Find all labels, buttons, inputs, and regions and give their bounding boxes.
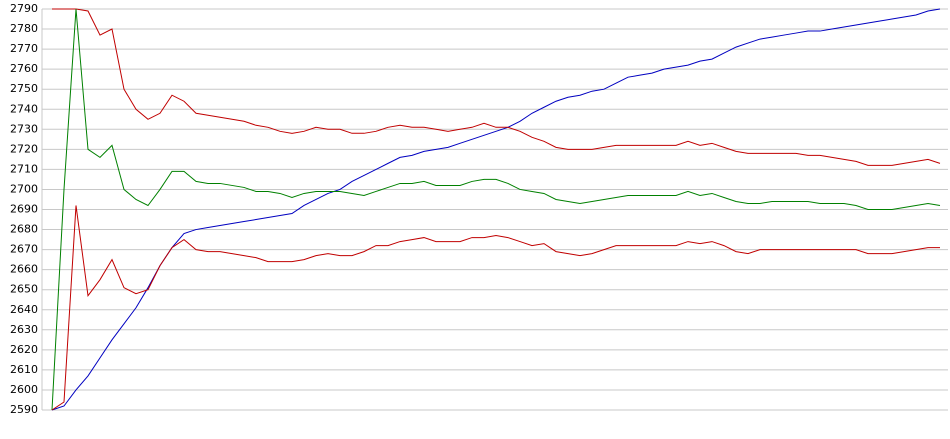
y-tick-label: 2730: [10, 122, 38, 135]
y-tick-label: 2710: [10, 162, 38, 175]
y-tick-label: 2600: [10, 383, 38, 396]
series-line: [52, 8, 941, 166]
series-line: [51, 8, 941, 411]
y-tick-label: 2780: [10, 22, 38, 35]
y-tick-label: 2770: [10, 42, 38, 55]
series-line: [51, 205, 940, 411]
y-tick-label: 2660: [10, 263, 38, 276]
y-tick-label: 2680: [10, 223, 38, 236]
y-tick-label: 2670: [10, 243, 38, 256]
y-tick-label: 2620: [10, 343, 38, 356]
y-tick-label: 2700: [10, 182, 38, 195]
y-tick-label: 2690: [10, 203, 38, 216]
y-tick-label: 2740: [10, 102, 38, 115]
y-tick-label: 2590: [10, 403, 38, 416]
y-tick-label: 2610: [10, 363, 38, 376]
series-line: [51, 8, 941, 411]
y-tick-label: 2790: [10, 2, 38, 15]
y-tick-label: 2720: [10, 142, 38, 155]
y-tick-label: 2650: [10, 283, 38, 296]
y-tick-label: 2750: [10, 82, 38, 95]
y-tick-label: 2760: [10, 62, 38, 75]
y-tick-label: 2640: [10, 303, 38, 316]
y-tick-label: 2630: [10, 323, 38, 336]
